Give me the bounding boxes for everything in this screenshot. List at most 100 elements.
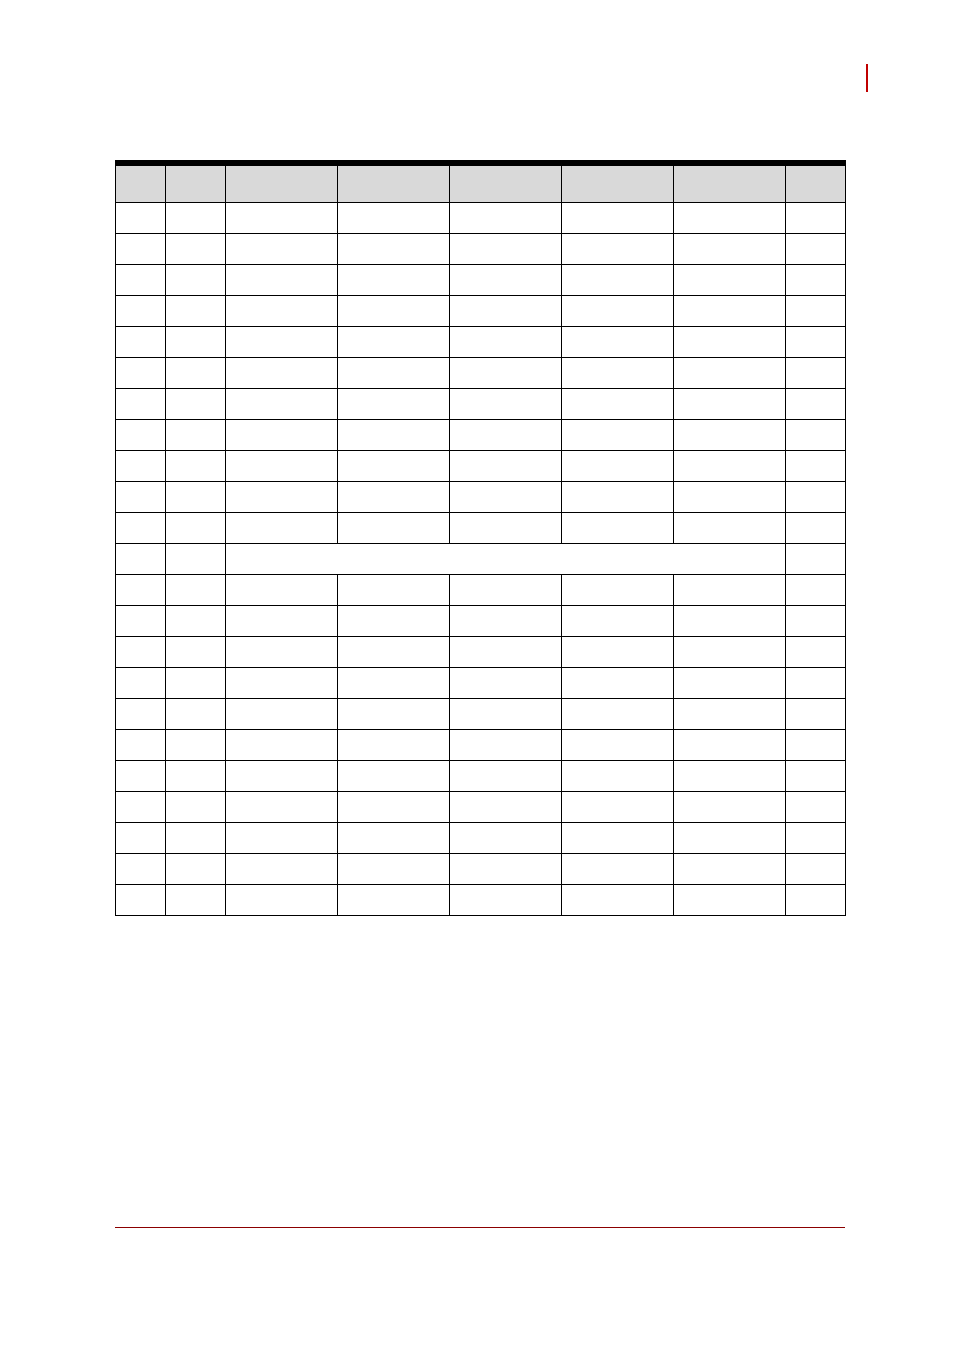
table-cell <box>562 513 674 544</box>
table-cell <box>562 265 674 296</box>
table-cell <box>562 823 674 854</box>
table-row <box>116 296 846 327</box>
table-cell <box>562 699 674 730</box>
table-cell <box>450 823 562 854</box>
table-cell <box>226 544 786 575</box>
table-cell <box>116 420 166 451</box>
table-cell <box>338 668 450 699</box>
table-cell <box>674 637 786 668</box>
table-cell <box>226 575 338 606</box>
table-cell <box>450 606 562 637</box>
table-cell <box>338 699 450 730</box>
table-row <box>116 234 846 265</box>
table-cell <box>674 606 786 637</box>
table-cell <box>786 761 846 792</box>
table-cell <box>338 606 450 637</box>
table-cell <box>450 358 562 389</box>
text-cursor <box>866 64 868 92</box>
table-cell <box>338 296 450 327</box>
table-cell <box>786 358 846 389</box>
table-cell <box>786 389 846 420</box>
table-cell <box>338 420 450 451</box>
table-cell <box>116 482 166 513</box>
table-cell <box>562 296 674 327</box>
table-cell <box>338 451 450 482</box>
table-row <box>116 730 846 761</box>
table-cell <box>562 730 674 761</box>
table-cell <box>338 203 450 234</box>
table-cell <box>226 234 338 265</box>
table-cell <box>674 327 786 358</box>
table-cell <box>116 885 166 916</box>
table-cell <box>786 885 846 916</box>
table-cell <box>166 699 226 730</box>
table-cell <box>226 265 338 296</box>
table-row <box>116 668 846 699</box>
table-row <box>116 792 846 823</box>
table-cell <box>166 792 226 823</box>
table-row <box>116 575 846 606</box>
table-cell <box>674 668 786 699</box>
table-cell <box>166 420 226 451</box>
table-cell <box>450 327 562 358</box>
table-cell <box>450 792 562 823</box>
table-cell <box>786 668 846 699</box>
table-cell <box>166 296 226 327</box>
footer-divider <box>115 1227 845 1228</box>
table-cell <box>786 854 846 885</box>
table-cell <box>338 482 450 513</box>
table-cell <box>338 265 450 296</box>
table-cell <box>166 203 226 234</box>
table-cell <box>786 327 846 358</box>
table-cell <box>674 575 786 606</box>
table-cell <box>116 389 166 420</box>
table-row <box>116 544 846 575</box>
table-cell <box>226 606 338 637</box>
table-cell <box>562 885 674 916</box>
table-cell <box>786 823 846 854</box>
table-row <box>116 637 846 668</box>
table-cell <box>116 327 166 358</box>
table-row <box>116 823 846 854</box>
table-cell <box>166 234 226 265</box>
table-cell <box>674 420 786 451</box>
table-row <box>116 389 846 420</box>
table-header-cell <box>338 163 450 203</box>
table-cell <box>562 358 674 389</box>
table-cell <box>450 482 562 513</box>
table-cell <box>562 792 674 823</box>
table-row <box>116 699 846 730</box>
table-cell <box>562 854 674 885</box>
table-header-cell <box>166 163 226 203</box>
table-cell <box>166 668 226 699</box>
table-cell <box>450 730 562 761</box>
table-row <box>116 265 846 296</box>
table-cell <box>450 389 562 420</box>
table-cell <box>674 792 786 823</box>
table-cell <box>116 203 166 234</box>
table-cell <box>226 885 338 916</box>
table-cell <box>166 265 226 296</box>
table-cell <box>116 792 166 823</box>
table-cell <box>562 327 674 358</box>
table-cell <box>674 234 786 265</box>
table-cell <box>562 451 674 482</box>
table-cell <box>562 606 674 637</box>
table-cell <box>786 234 846 265</box>
table-cell <box>338 637 450 668</box>
table-cell <box>450 420 562 451</box>
table-row <box>116 606 846 637</box>
table-cell <box>116 823 166 854</box>
table-cell <box>674 730 786 761</box>
table-cell <box>166 513 226 544</box>
table-cell <box>674 358 786 389</box>
table-row <box>116 420 846 451</box>
table-header-cell <box>450 163 562 203</box>
table-cell <box>674 265 786 296</box>
table-cell <box>450 575 562 606</box>
table-cell <box>166 730 226 761</box>
table-cell <box>166 637 226 668</box>
table-row <box>116 327 846 358</box>
table-cell <box>166 823 226 854</box>
table-cell <box>562 389 674 420</box>
